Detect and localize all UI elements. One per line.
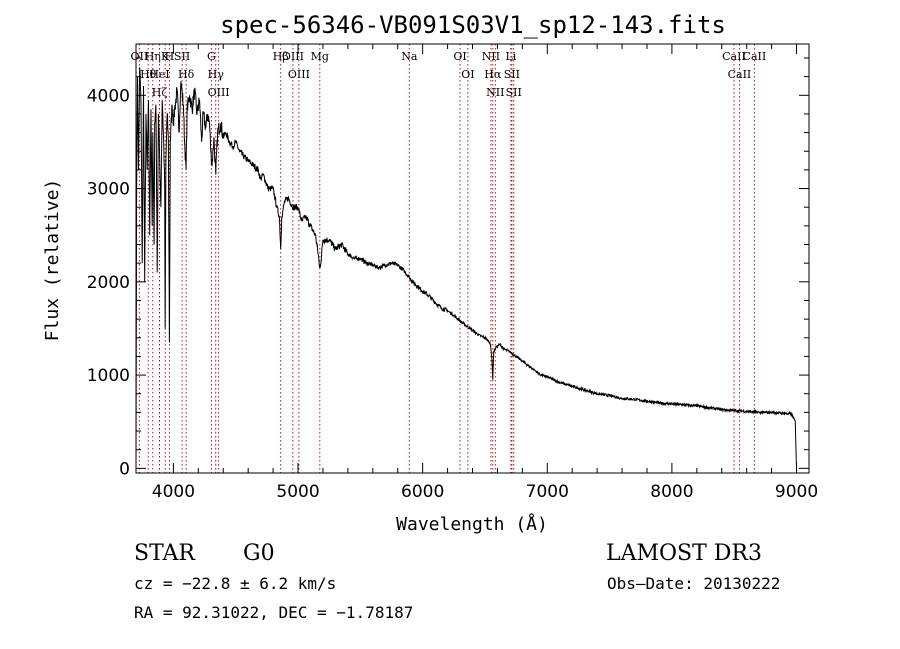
spectral-line-label: Hγ [208,68,225,81]
series-layer [135,67,797,465]
x-tick-label: 8000 [650,482,693,502]
spectral-line-label: OIII [288,68,310,81]
spectral-line-label: SII [504,68,520,81]
x-tick-label: 5000 [276,482,319,502]
obs-date: Obs–Date: 20130222 [607,574,780,593]
y-tick-label: 1000 [87,366,130,386]
y-tick-label: 2000 [87,273,130,293]
y-tick-label: 4000 [87,86,130,106]
spectral-line-label: CaII [743,50,767,63]
spectral-line-label: NII [486,86,504,99]
y-axis-label: Flux (relative) [42,179,63,342]
spectral-line-label: Hθ [140,68,157,81]
x-tick-label: 7000 [526,482,569,502]
x-tick-label: 4000 [152,482,195,502]
spectral-line-label: HeI [149,68,169,81]
spectral-line-label: G [207,50,216,63]
x-axis-label: Wavelength (Å) [396,513,548,535]
y-tick-label: 0 [119,459,130,479]
spectral-class: STAR [134,541,196,566]
spectral-line-label: Li [505,50,516,63]
spectral-line-label: Mg [311,50,329,63]
spectral-line-label: Hη [145,50,161,63]
axes-ticks-layer: 4000 5000 6000 7000 8000 9000 0 1000 2000 3000 400… [87,44,818,502]
spectral-line-label: SII [506,86,522,99]
redshift-cz: cz = −22.8 ± 6.2 km/s [134,574,336,593]
x-tick-label: 9000 [775,482,818,502]
spectral-line-label: Hβ [273,50,289,63]
spectral-line-label: SII [174,50,190,63]
spectral-line-label: NII [482,50,500,63]
flux-series-line [135,67,797,465]
survey-name: LAMOST DR3 [606,541,762,566]
spectral-line-label: CaII [728,68,752,81]
spectral-line-label: Hα [484,68,502,81]
spectral-line-label: K [161,50,170,63]
spectral-line-label: H [165,50,175,63]
spectral-line-label: OII [131,50,149,63]
spectral-line-label: OI [453,50,466,63]
spectral-line-label: OIII [208,86,230,99]
ra-dec: RA = 92.31022, DEC = −1.78187 [134,603,413,622]
spectral-line-label: Na [401,50,418,63]
spectral-line-label: OI [461,68,474,81]
spectral-line-label: Hδ [178,68,195,81]
x-tick-label: 6000 [401,482,444,502]
spectral-subclass: G0 [243,541,275,566]
y-tick-label: 3000 [87,180,130,200]
spectral-line-label: OIII [282,50,304,63]
chart-title: spec-56346-VB091S03V1_sp12-143.fits [220,11,726,39]
